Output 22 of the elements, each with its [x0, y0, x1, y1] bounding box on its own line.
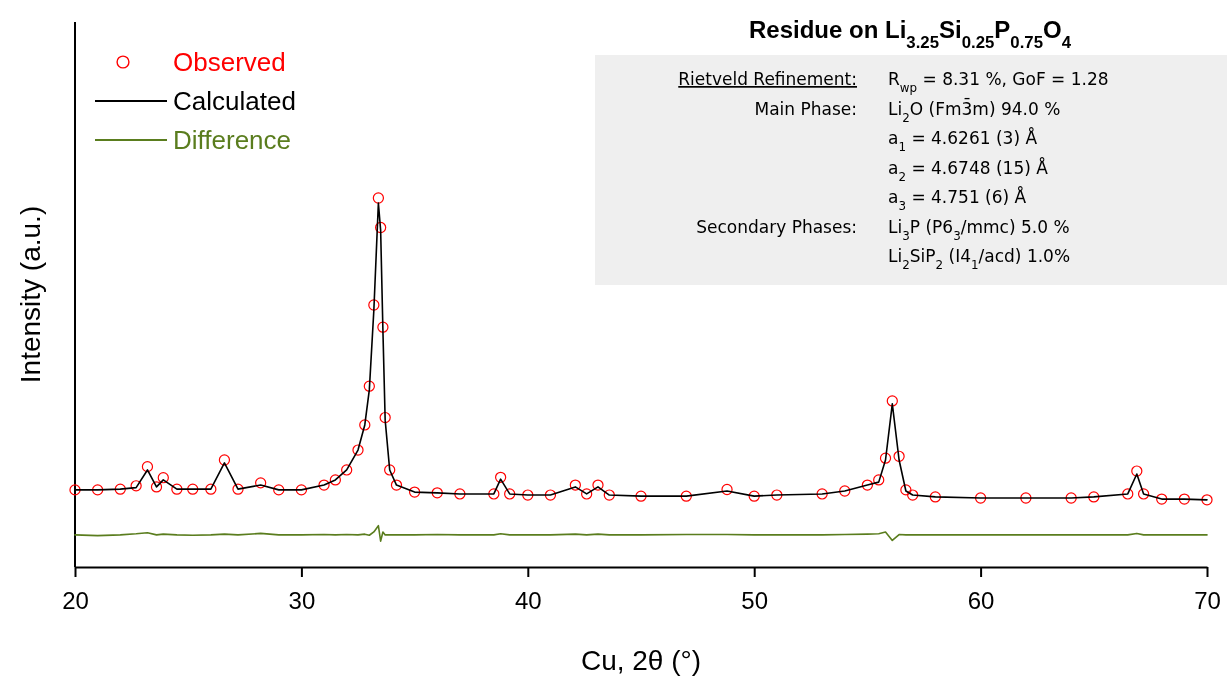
annotation: Li$_{2}$SiP$_{2}$ (I4$_{1}$/acd) 1.0% — [888, 246, 1071, 272]
legend-label: Difference — [173, 125, 292, 155]
x-tick-label: 30 — [288, 586, 316, 614]
x-tick-label: 20 — [62, 586, 89, 614]
y-axis-title: Intensity (a.u.) — [15, 205, 46, 384]
annotation: Li$_{3}$P (P6$_{3}$/mmc) 5.0 % — [888, 216, 1070, 243]
x-tick-label: 50 — [741, 586, 769, 614]
text: R$_{wp}$ = 8.31 %, GoF = 1.28 — [888, 69, 1109, 95]
text: Rietveld Refinement: — [678, 69, 857, 89]
text: a$_{2}$ = 4.6748 (15) Å — [888, 156, 1049, 184]
x-tick-label: 40 — [514, 586, 542, 614]
x-tick-label: 60 — [967, 586, 995, 614]
chart-title: Residue on Li$_{3.25}$Si$_{0.25}$P$_{0.75}$O$_{4}$ — [748, 16, 1072, 52]
legend-label: Calculated — [173, 86, 296, 116]
text: a$_{1}$ = 4.6261 (3) Å — [888, 127, 1038, 154]
annotation: a$_{3}$ = 4.751 (6) Å — [888, 186, 1027, 213]
legend-label: Observed — [173, 47, 286, 77]
x-axis-title: Cu, 2θ (°) — [580, 645, 702, 676]
annotation: Secondary Phases: — [696, 216, 857, 237]
text: Li$_{2}$O (Fm3̄m) 94.0 % — [888, 97, 1061, 125]
x-tick-label: 70 — [1194, 586, 1221, 614]
text: Main Phase: — [754, 98, 857, 119]
